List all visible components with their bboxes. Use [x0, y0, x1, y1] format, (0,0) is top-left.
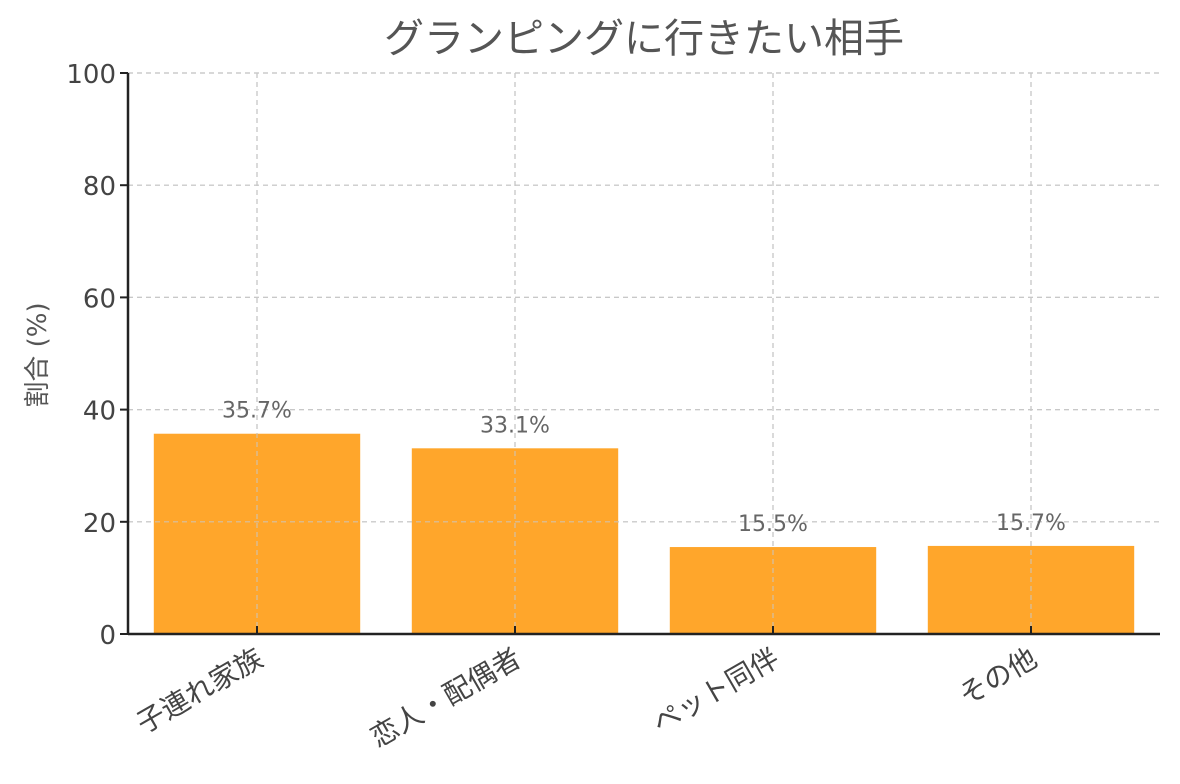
data-label: 15.7% — [996, 511, 1066, 536]
y-tick-label: 80 — [83, 172, 116, 202]
data-label: 35.7% — [222, 399, 292, 424]
y-tick-label: 60 — [83, 284, 116, 314]
x-tick-label: その他 — [953, 641, 1042, 712]
x-tick-label: ペット同伴 — [647, 641, 785, 740]
x-tick-label: 子連れ家族 — [131, 641, 269, 740]
y-tick-label: 40 — [83, 397, 116, 427]
y-tick-label: 20 — [83, 509, 116, 539]
y-tick-label: 0 — [99, 621, 116, 651]
axes — [120, 72, 1160, 636]
value-labels: 35.7% 33.1% 15.5% 15.7% — [222, 399, 1066, 537]
data-label: 15.5% — [738, 512, 808, 537]
chart-title: グランピングに行きたい相手 — [384, 16, 904, 62]
bars — [128, 72, 1160, 634]
y-axis-label: 割合 (%) — [23, 302, 53, 407]
y-tick-label: 100 — [66, 60, 116, 90]
x-tick-label: 恋人・配偶者 — [364, 641, 526, 754]
data-label: 33.1% — [480, 413, 550, 438]
y-tick-labels: 0 20 40 60 80 100 — [66, 60, 116, 651]
x-tick-labels: 子連れ家族 恋人・配偶者 ペット同伴 その他 — [131, 641, 1043, 754]
